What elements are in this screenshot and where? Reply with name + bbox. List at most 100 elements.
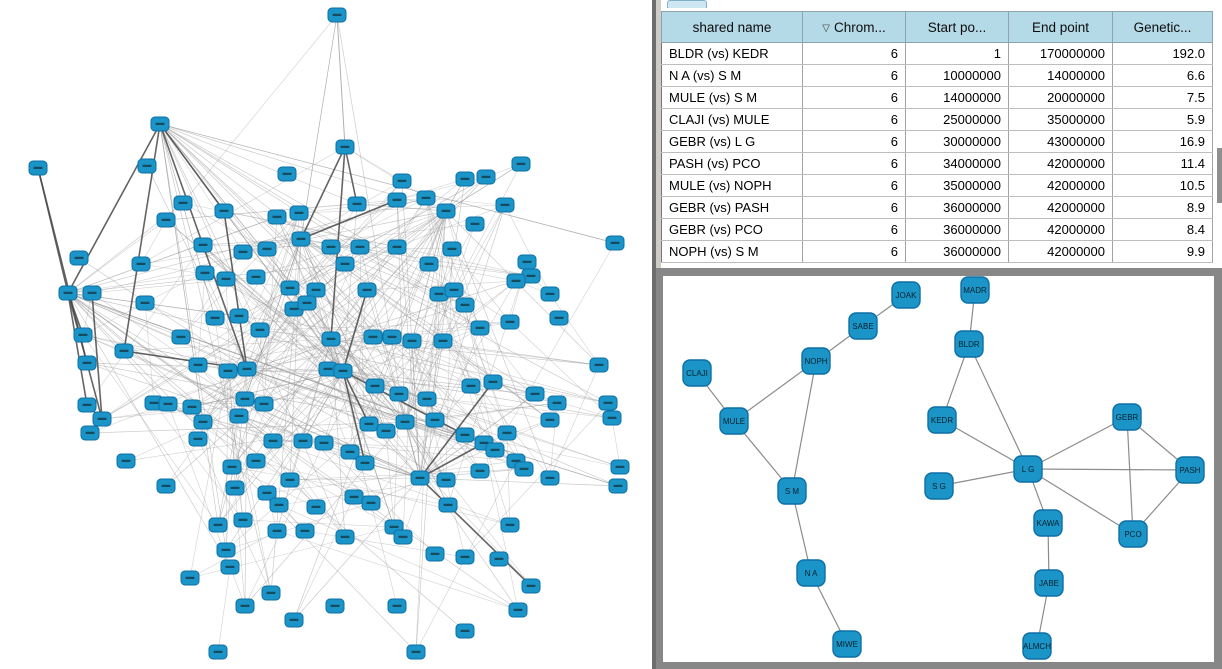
network-node[interactable] [540, 286, 560, 302]
network-node[interactable] [77, 355, 97, 371]
table-cell[interactable]: 6.6 [1112, 64, 1213, 87]
network-node[interactable] [387, 239, 407, 255]
network-node[interactable] [205, 310, 225, 326]
node-noph[interactable]: NOPH [801, 347, 831, 375]
node-kedr[interactable]: KEDR [927, 406, 957, 434]
table-cell[interactable]: 6 [802, 42, 906, 65]
network-node[interactable] [402, 333, 422, 349]
network-node[interactable] [514, 461, 534, 477]
table-cell[interactable]: 6 [802, 108, 906, 131]
network-node[interactable] [376, 423, 396, 439]
network-node[interactable] [246, 453, 266, 469]
network-node[interactable] [180, 570, 200, 586]
network-node[interactable] [156, 478, 176, 494]
network-node[interactable] [602, 410, 622, 426]
table-cell[interactable]: 170000000 [1008, 42, 1113, 65]
network-node[interactable] [357, 282, 377, 298]
network-node[interactable] [218, 363, 238, 379]
table-vertical-scrollbar-thumb[interactable] [1217, 148, 1222, 203]
network-node[interactable] [436, 472, 456, 488]
table-cell[interactable]: 6 [802, 240, 906, 263]
network-node[interactable] [280, 472, 300, 488]
network-node[interactable] [188, 431, 208, 447]
network-node[interactable] [425, 412, 445, 428]
network-node[interactable] [314, 435, 334, 451]
node-bldr[interactable]: BLDR [954, 330, 984, 358]
network-node[interactable] [347, 196, 367, 212]
table-cell[interactable]: 34000000 [905, 152, 1009, 175]
table-cell[interactable]: 36000000 [905, 240, 1009, 263]
network-node[interactable] [365, 378, 385, 394]
network-node[interactable] [195, 265, 215, 281]
network-node[interactable] [485, 442, 505, 458]
network-node[interactable] [267, 523, 287, 539]
network-node[interactable] [455, 297, 475, 313]
network-node[interactable] [289, 205, 309, 221]
network-node[interactable] [214, 203, 234, 219]
node-mule[interactable]: MULE [719, 407, 749, 435]
panel-divider[interactable] [652, 0, 656, 669]
table-cell[interactable]: N A (vs) S M [661, 64, 803, 87]
network-edge[interactable] [733, 360, 817, 422]
network-node[interactable] [511, 156, 531, 172]
network-node[interactable] [69, 250, 89, 266]
table-cell[interactable]: 192.0 [1112, 42, 1213, 65]
network-node[interactable] [295, 523, 315, 539]
network-node[interactable] [589, 357, 609, 373]
table-cell[interactable]: PASH (vs) PCO [661, 152, 803, 175]
table-row[interactable]: GEBR (vs) PASH 6 36000000 42000000 8.9 [661, 196, 1213, 219]
node-gebr[interactable]: GEBR [1112, 403, 1142, 431]
node-almch[interactable]: ALMCH [1022, 632, 1052, 660]
network-node[interactable] [222, 459, 242, 475]
network-node[interactable] [335, 256, 355, 272]
table-cell[interactable]: 6 [802, 174, 906, 197]
table-row[interactable]: NOPH (vs) S M 6 36000000 42000000 9.9 [661, 240, 1213, 263]
network-node[interactable] [500, 314, 520, 330]
network-node[interactable] [297, 295, 317, 311]
network-node[interactable] [355, 455, 375, 471]
network-node[interactable] [333, 363, 353, 379]
network-node[interactable] [608, 478, 628, 494]
node-kawa[interactable]: KAWA [1033, 509, 1063, 537]
table-scroll-tab[interactable] [667, 0, 707, 8]
table-cell[interactable]: GEBR (vs) PASH [661, 196, 803, 219]
table-cell[interactable]: 14000000 [1008, 64, 1113, 87]
network-node[interactable] [455, 623, 475, 639]
table-cell[interactable]: 14000000 [905, 86, 1009, 109]
network-node[interactable] [508, 602, 528, 618]
node-l-g[interactable]: L G [1013, 455, 1043, 483]
network-node[interactable] [291, 231, 311, 247]
network-node[interactable] [344, 489, 364, 505]
node-miwe[interactable]: MIWE [832, 630, 862, 658]
table-cell[interactable]: 36000000 [905, 218, 1009, 241]
table-row[interactable]: MULE (vs) NOPH 6 35000000 42000000 10.5 [661, 174, 1213, 197]
network-node[interactable] [135, 295, 155, 311]
node-madr[interactable]: MADR [960, 276, 990, 304]
network-node[interactable] [58, 285, 78, 301]
table-cell[interactable]: 5.9 [1112, 108, 1213, 131]
network-node[interactable] [598, 395, 618, 411]
network-node[interactable] [395, 414, 415, 430]
network-edge[interactable] [1027, 468, 1191, 471]
table-row[interactable]: CLAJI (vs) MULE 6 25000000 35000000 5.9 [661, 108, 1213, 131]
table-cell[interactable]: 10.5 [1112, 174, 1213, 197]
network-node[interactable] [182, 399, 202, 415]
node-claji[interactable]: CLAJI [682, 359, 712, 387]
network-node[interactable] [250, 322, 270, 338]
network-node[interactable] [387, 598, 407, 614]
network-node[interactable] [277, 166, 297, 182]
node-pash[interactable]: PASH [1175, 456, 1205, 484]
network-node[interactable] [233, 512, 253, 528]
table-cell[interactable]: 11.4 [1112, 152, 1213, 175]
network-node[interactable] [465, 216, 485, 232]
network-node[interactable] [392, 173, 412, 189]
network-node[interactable] [77, 397, 97, 413]
network-node[interactable] [416, 190, 436, 206]
node-jabe[interactable]: JABE [1034, 569, 1064, 597]
table-cell[interactable]: 35000000 [905, 174, 1009, 197]
network-node[interactable] [188, 357, 208, 373]
network-node[interactable] [340, 444, 360, 460]
network-node[interactable] [233, 244, 253, 260]
table-cell[interactable]: 6 [802, 196, 906, 219]
column-header-end-point[interactable]: End point [1008, 11, 1113, 43]
